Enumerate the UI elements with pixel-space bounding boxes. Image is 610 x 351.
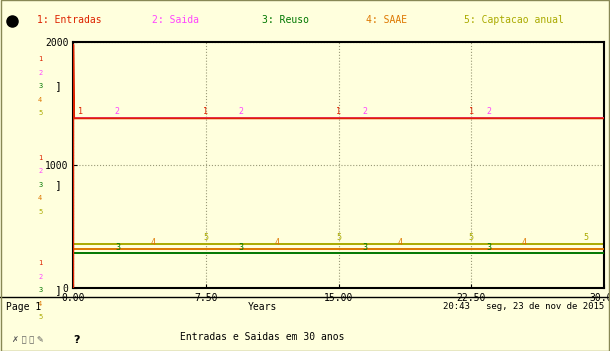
Text: 3: 3 xyxy=(38,83,42,90)
Text: 5: 5 xyxy=(38,314,42,320)
Text: 4: 4 xyxy=(38,301,42,307)
Text: 4: 4 xyxy=(522,238,527,247)
Text: 2: 2 xyxy=(362,107,368,117)
Text: Page 1: Page 1 xyxy=(6,302,41,312)
Text: ]: ] xyxy=(56,81,61,91)
Text: Years: Years xyxy=(248,302,277,312)
Text: 2: 2 xyxy=(38,274,42,280)
Text: ?: ? xyxy=(73,335,80,345)
Text: 2: 2 xyxy=(239,107,244,117)
Text: 5: 5 xyxy=(584,233,589,242)
Text: 3: 3 xyxy=(115,243,120,252)
Text: 3: 3 xyxy=(362,243,368,252)
Text: 1: Entradas: 1: Entradas xyxy=(37,15,101,25)
Text: 4: SAAE: 4: SAAE xyxy=(366,15,407,25)
Text: 3: 3 xyxy=(239,243,244,252)
Text: 1: 1 xyxy=(38,56,42,62)
Text: 3: 3 xyxy=(486,243,492,252)
Text: 5: Captacao anual: 5: Captacao anual xyxy=(464,15,564,25)
Text: ]: ] xyxy=(56,180,61,190)
Text: 3: 3 xyxy=(38,287,42,293)
Text: 2: 2 xyxy=(38,70,42,76)
Text: 2: 2 xyxy=(38,168,42,174)
Text: 4: 4 xyxy=(38,195,42,201)
Text: 1: 1 xyxy=(38,154,42,161)
Text: 1: 1 xyxy=(336,107,341,117)
Text: 2: 2 xyxy=(486,107,492,117)
Text: 1: 1 xyxy=(203,107,209,117)
Text: 3: 3 xyxy=(38,181,42,188)
Text: 5: 5 xyxy=(38,208,42,215)
Text: 4: 4 xyxy=(150,238,156,247)
Text: 1: 1 xyxy=(468,107,474,117)
Text: 5: 5 xyxy=(203,233,209,242)
Text: 3: Reuso: 3: Reuso xyxy=(262,15,309,25)
Text: ]: ] xyxy=(56,285,61,295)
Text: 2: 2 xyxy=(115,107,120,117)
Text: 20:43   seg, 23 de nov de 2015: 20:43 seg, 23 de nov de 2015 xyxy=(443,302,604,311)
Text: 4: 4 xyxy=(38,97,42,103)
Text: ✗ 🔒 🖨 ✎: ✗ 🔒 🖨 ✎ xyxy=(12,335,44,344)
Text: 1: 1 xyxy=(38,260,42,266)
Text: 5: 5 xyxy=(336,233,341,242)
Text: 4: 4 xyxy=(398,238,403,247)
Text: 5: 5 xyxy=(468,233,474,242)
Text: 4: 4 xyxy=(274,238,279,247)
Text: 2: Saida: 2: Saida xyxy=(152,15,199,25)
Text: 1: 1 xyxy=(78,107,83,117)
Text: Entradas e Saidas em 30 anos: Entradas e Saidas em 30 anos xyxy=(180,332,345,342)
Text: 5: 5 xyxy=(38,110,42,117)
